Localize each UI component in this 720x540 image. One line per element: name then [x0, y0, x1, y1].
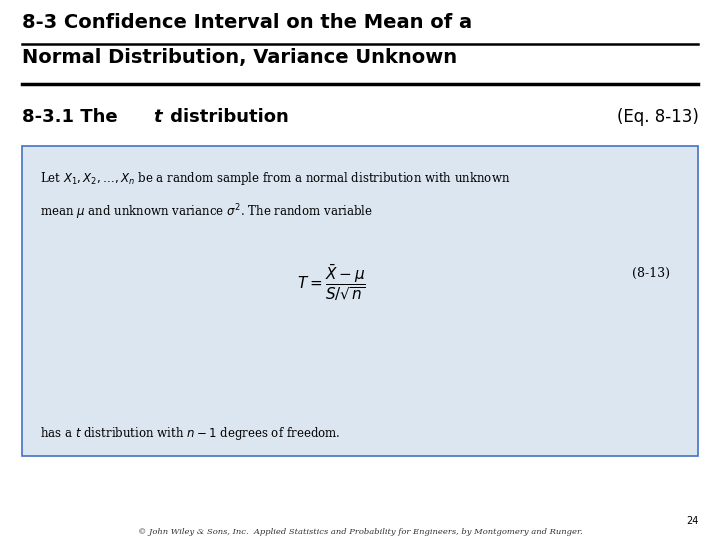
Text: Let $X_1, X_2, \ldots, X_n$ be a random sample from a normal distribution with u: Let $X_1, X_2, \ldots, X_n$ be a random …	[40, 170, 510, 187]
Text: © John Wiley & Sons, Inc.  Applied Statistics and Probability for Engineers, by : © John Wiley & Sons, Inc. Applied Statis…	[138, 528, 582, 536]
Text: has a $t$ distribution with $n - 1$ degrees of freedom.: has a $t$ distribution with $n - 1$ degr…	[40, 425, 340, 442]
Text: (Eq. 8-13): (Eq. 8-13)	[616, 108, 698, 126]
Text: distribution: distribution	[164, 108, 289, 126]
Text: mean $\mu$ and unknown variance $\sigma^2$. The random variable: mean $\mu$ and unknown variance $\sigma^…	[40, 202, 373, 222]
FancyBboxPatch shape	[22, 146, 698, 456]
Text: 8-3.1 The: 8-3.1 The	[22, 108, 123, 126]
Text: $T = \dfrac{\bar{X} - \mu}{S/\sqrt{n}}$: $T = \dfrac{\bar{X} - \mu}{S/\sqrt{n}}$	[297, 262, 366, 303]
Text: (8-13): (8-13)	[631, 267, 670, 280]
Text: 24: 24	[686, 516, 698, 526]
Text: t: t	[153, 108, 162, 126]
Text: Normal Distribution, Variance Unknown: Normal Distribution, Variance Unknown	[22, 48, 456, 66]
Text: 8-3 Confidence Interval on the Mean of a: 8-3 Confidence Interval on the Mean of a	[22, 14, 472, 32]
